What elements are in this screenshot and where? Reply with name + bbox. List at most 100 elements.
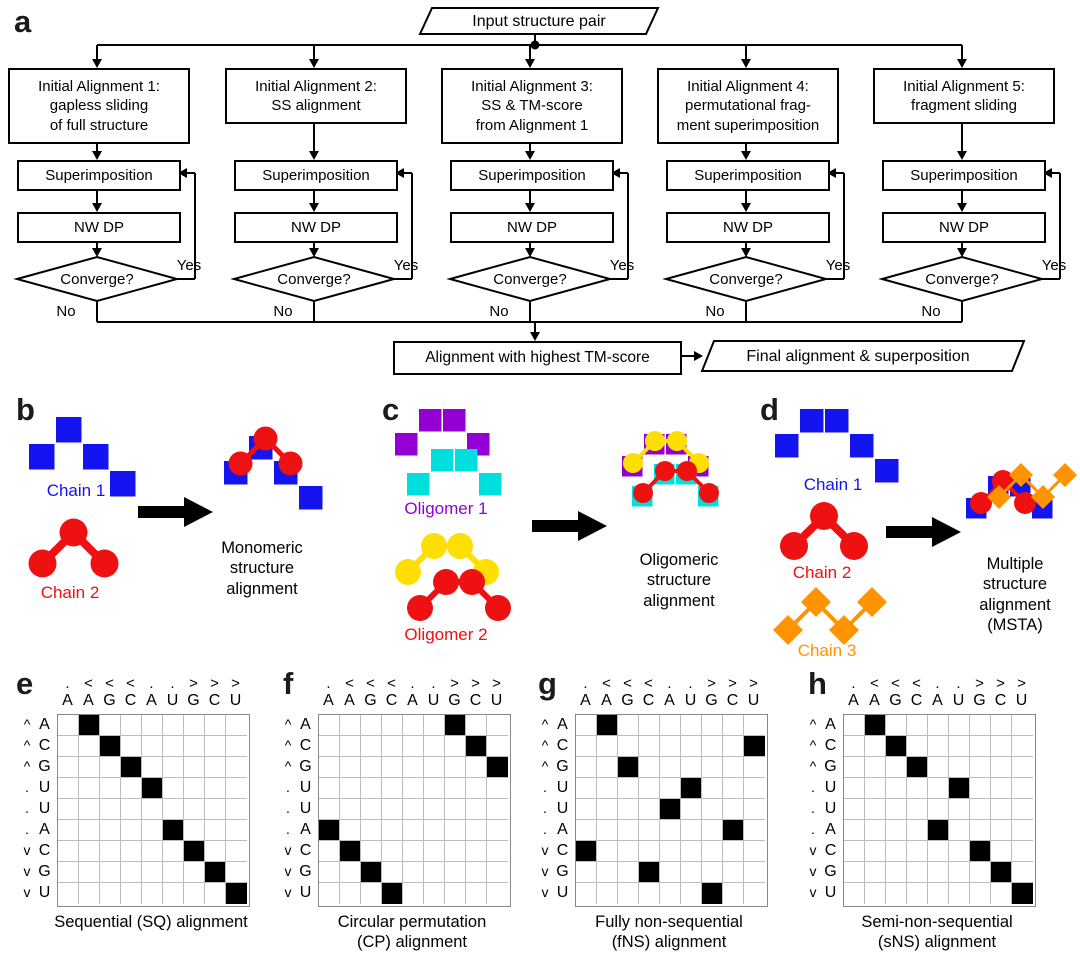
- grid-cell: [744, 883, 765, 904]
- grid-cell: [907, 736, 928, 757]
- aligned-cell: [744, 736, 765, 757]
- grid-cell: [618, 778, 639, 799]
- grid-cell: [865, 799, 886, 820]
- pairing-symbol-y: v: [23, 884, 31, 900]
- pairing-symbol-x: .: [667, 675, 672, 692]
- grid-cell: [949, 820, 970, 841]
- sequence-letter-y: A: [825, 821, 836, 838]
- pairing-symbol-y: ^: [809, 716, 817, 732]
- grid-cell: [205, 736, 226, 757]
- pairing-symbol-y: ^: [809, 758, 817, 774]
- grid-cell: [744, 715, 765, 736]
- grid-cell: [205, 820, 226, 841]
- grid-cell: [340, 778, 361, 799]
- grid-cell: [121, 883, 142, 904]
- sequence-letter-y: U: [38, 884, 51, 901]
- grid-cell: [226, 778, 247, 799]
- yes-label: Yes: [176, 257, 202, 274]
- pairing-symbol-x: <: [891, 675, 900, 692]
- grid-cell: [226, 799, 247, 820]
- pairing-symbol-x: <: [345, 675, 354, 692]
- sequence-letter-x: G: [187, 692, 200, 709]
- pairing-symbol-x: .: [326, 675, 331, 692]
- grid-cell: [226, 715, 247, 736]
- grid-cell: [702, 736, 723, 757]
- grid-cell: [949, 883, 970, 904]
- pairing-symbol-y: .: [286, 821, 290, 837]
- grid-cell: [58, 715, 79, 736]
- input-label: Input structure pair: [472, 13, 606, 30]
- aligned-cell: [928, 820, 949, 841]
- grid-cell: [618, 820, 639, 841]
- grid-cell: [382, 715, 403, 736]
- grid-cell: [142, 715, 163, 736]
- pairing-symbol-x: .: [688, 675, 693, 692]
- caption-g: Fully non-sequential (fNS) alignment: [595, 913, 743, 952]
- sequence-letter-x: U: [166, 692, 179, 709]
- grid-cell: [844, 799, 865, 820]
- grid-cell: [702, 841, 723, 862]
- grid-cell: [319, 715, 340, 736]
- grid-cell: [100, 841, 121, 862]
- grid-cell: [340, 736, 361, 757]
- chain2-circles-glyph: [780, 502, 868, 560]
- grid-cell: [907, 799, 928, 820]
- grid-cell: [184, 799, 205, 820]
- aligned-cell: [991, 862, 1012, 883]
- grid-cell: [844, 883, 865, 904]
- sequence-letter-x: A: [664, 692, 675, 709]
- sequence-letter-y: C: [824, 737, 837, 754]
- sequence-letter-x: A: [601, 692, 612, 709]
- grid-cell: [319, 862, 340, 883]
- aligned-cell: [723, 820, 744, 841]
- sequence-letter-x: C: [910, 692, 923, 709]
- chain1-label: Chain 1: [46, 481, 106, 500]
- grid-cell: [487, 736, 508, 757]
- converge-label: Converge?: [925, 271, 999, 288]
- grid-cell: [121, 841, 142, 862]
- grid-cell: [340, 820, 361, 841]
- grid-cell: [865, 820, 886, 841]
- sequence-letter-x: C: [469, 692, 482, 709]
- pairing-symbol-y: ^: [541, 758, 549, 774]
- aligned-cell: [886, 736, 907, 757]
- grid-cell: [618, 799, 639, 820]
- no-label: No: [489, 303, 509, 320]
- pairing-symbol-x: >: [189, 675, 198, 692]
- grid-cell: [949, 736, 970, 757]
- grid-cell: [744, 820, 765, 841]
- aligned-cell: [205, 862, 226, 883]
- grid-cell: [205, 715, 226, 736]
- chain2-label: Chain 2: [792, 563, 852, 582]
- aligned-cell: [907, 757, 928, 778]
- sequence-letter-y: C: [556, 737, 569, 754]
- grid-cell: [382, 757, 403, 778]
- pairing-symbol-x: <: [644, 675, 653, 692]
- pairing-symbol-y: ^: [284, 758, 292, 774]
- grid-cell: [639, 715, 660, 736]
- grid-cell: [597, 778, 618, 799]
- chain2-label: Chain 2: [40, 583, 100, 602]
- sequence-letter-y: G: [299, 758, 312, 775]
- grid-cell: [597, 841, 618, 862]
- grid-cell: [597, 862, 618, 883]
- grid-cell: [466, 799, 487, 820]
- grid-cell: [319, 799, 340, 820]
- grid-cell: [184, 778, 205, 799]
- grid-cell: [100, 799, 121, 820]
- grid-cell: [403, 736, 424, 757]
- grid-cell: [466, 778, 487, 799]
- panel-d: d Chain 1 Chain 2 Chain 3 Multiple struc…: [750, 392, 1080, 664]
- aligned-cell: [597, 715, 618, 736]
- pairing-symbol-x: .: [149, 675, 154, 692]
- grid-cell: [660, 757, 681, 778]
- pairing-symbol-x: >: [231, 675, 240, 692]
- grid-cell: [886, 841, 907, 862]
- grid-cell: [226, 862, 247, 883]
- panel-label-e: e: [16, 666, 34, 701]
- grid-cell: [361, 757, 382, 778]
- grid-cell: [928, 799, 949, 820]
- caption-msta: Multiple structure alignment (MSTA): [979, 555, 1051, 635]
- sequence-letter-x: U: [427, 692, 440, 709]
- grid-cell: [445, 820, 466, 841]
